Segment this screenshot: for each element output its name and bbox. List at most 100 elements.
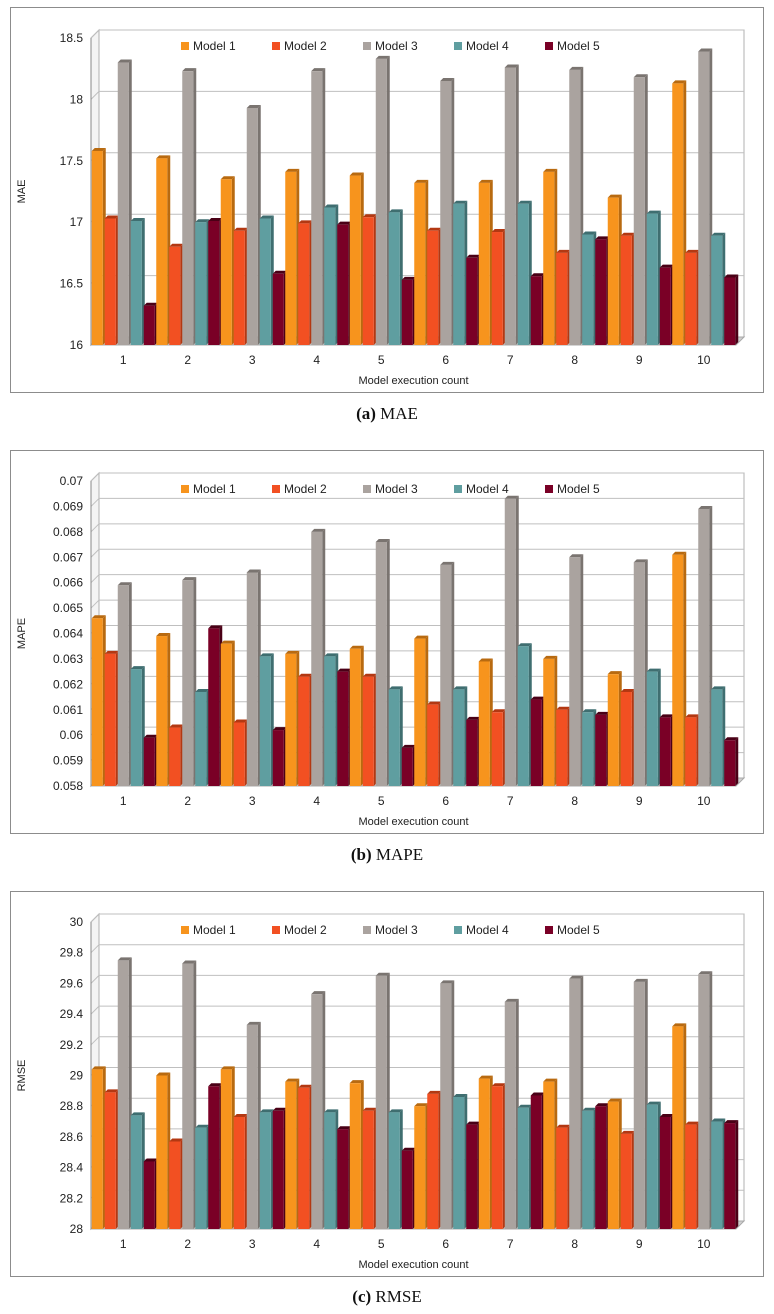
bar-front <box>620 691 632 786</box>
bar-front <box>698 51 710 346</box>
bar-top <box>414 635 429 639</box>
bar-front <box>169 1141 181 1229</box>
bar-top <box>685 714 700 718</box>
bar <box>285 650 300 786</box>
bar-top <box>169 1138 184 1142</box>
bar <box>724 1120 739 1229</box>
bar-front <box>195 222 207 345</box>
bar <box>220 176 235 345</box>
x-tick-label: 9 <box>636 353 643 367</box>
bar-front <box>272 273 284 345</box>
bar-top <box>401 276 416 280</box>
x-axis-label: Model execution count <box>358 816 468 828</box>
bar <box>349 172 364 345</box>
gridline-side <box>90 548 100 558</box>
x-tick-label: 3 <box>249 1237 256 1251</box>
bar <box>298 220 313 345</box>
bar <box>272 270 287 345</box>
bar <box>117 582 132 786</box>
bar-top <box>466 716 481 720</box>
y-tick-label: 0.06 <box>60 728 84 742</box>
caption-a-text: MAE <box>380 404 418 423</box>
bar-front <box>672 554 684 786</box>
bar-top <box>337 221 352 225</box>
legend-swatch <box>545 926 553 934</box>
bar-front <box>388 1112 400 1229</box>
bar-top <box>143 1158 158 1162</box>
bar-front <box>659 717 671 786</box>
bar-top <box>208 1083 223 1087</box>
x-tick-label: 3 <box>249 353 256 367</box>
bar <box>711 232 726 345</box>
bar-front <box>595 714 607 786</box>
bar-top <box>633 978 648 982</box>
bar-top <box>91 1066 106 1070</box>
bar-top <box>156 155 171 159</box>
y-tick-label: 17 <box>70 215 84 229</box>
bar <box>208 217 223 345</box>
bar-top <box>246 104 261 108</box>
bar-top <box>104 215 119 219</box>
legend-label: Model 5 <box>557 39 600 53</box>
gridline-side <box>90 913 100 923</box>
bar-front <box>337 1129 349 1229</box>
bar-top <box>143 734 158 738</box>
bar-top <box>156 1072 171 1076</box>
bar-front <box>208 628 220 786</box>
bar <box>169 724 184 786</box>
x-tick-label: 9 <box>636 794 643 808</box>
x-tick-label: 2 <box>184 353 191 367</box>
gridline-side <box>90 523 100 533</box>
bar <box>285 1078 300 1229</box>
legend-swatch <box>272 926 280 934</box>
bar-top <box>195 219 210 223</box>
bar-front <box>401 279 413 345</box>
bar-top <box>517 643 532 647</box>
bar <box>646 210 661 345</box>
bar-top <box>453 686 468 690</box>
bar-front <box>620 235 632 345</box>
caption-b: (b) MAPE <box>0 845 774 865</box>
x-tick-label: 5 <box>378 794 385 808</box>
bar-front <box>388 212 400 345</box>
bar-front <box>208 220 220 345</box>
bar <box>220 640 235 786</box>
bar-top <box>659 264 674 268</box>
bar <box>349 1080 364 1229</box>
bar <box>672 80 687 345</box>
bar-top <box>208 217 223 221</box>
bar-top <box>414 1103 429 1107</box>
bar-top <box>130 217 145 221</box>
bar-front <box>220 643 232 786</box>
bar <box>672 1023 687 1229</box>
y-tick-label: 0.067 <box>53 550 83 564</box>
bar-front <box>414 182 426 345</box>
bar-top <box>517 200 532 204</box>
bar-top <box>543 655 558 659</box>
bar-top <box>375 55 390 59</box>
bar-top <box>478 1075 493 1079</box>
bar-top <box>453 200 468 204</box>
bar-front <box>466 1124 478 1229</box>
legend-label: Model 5 <box>557 923 600 937</box>
bar <box>169 1138 184 1229</box>
bar-front <box>375 975 387 1229</box>
bar <box>401 1147 416 1229</box>
x-tick-label: 2 <box>184 794 191 808</box>
bar <box>582 231 597 345</box>
bar-top <box>91 147 106 151</box>
bar <box>569 66 584 345</box>
bar <box>143 1158 158 1229</box>
bar-front <box>517 646 529 786</box>
bar-front <box>233 230 245 345</box>
x-tick-label: 1 <box>120 1237 127 1251</box>
bar-front <box>182 580 194 786</box>
bar-front <box>595 1106 607 1229</box>
bar <box>311 528 326 786</box>
bar-front <box>711 1121 723 1229</box>
bar-front <box>556 709 568 786</box>
x-tick-label: 6 <box>442 353 449 367</box>
bar-front <box>246 572 258 786</box>
bar-front <box>91 150 103 345</box>
bar <box>478 658 493 786</box>
